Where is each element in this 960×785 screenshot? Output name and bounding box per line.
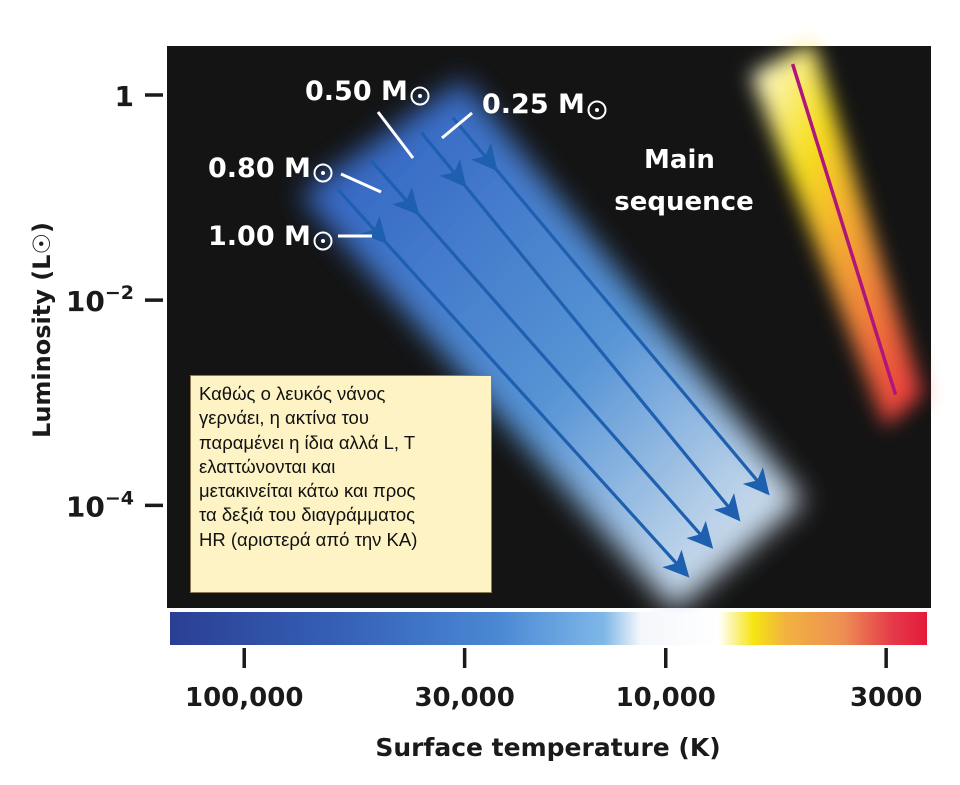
sun-symbol-dot — [418, 94, 422, 98]
y-tick-label: 10−2 — [66, 282, 134, 318]
annotation-line: παραμένει η ίδια αλλά L, T — [199, 431, 416, 453]
sun-symbol-icon — [313, 163, 333, 183]
x-tick-label: 3000 — [850, 683, 922, 713]
cooling-track-mid-arrow — [439, 159, 467, 188]
mass-label-leader — [376, 111, 415, 159]
cooling-tracks: 1.00 M 0.80 M 0.50 M 0.25 M — [208, 76, 770, 578]
temperature-color-bar — [170, 612, 927, 645]
y-tick-label-exponent: −4 — [105, 487, 134, 509]
cooling-track-arrow — [369, 159, 714, 549]
cooling-track-arrow — [420, 131, 741, 522]
mass-label-leader — [340, 172, 382, 194]
annotation-line: Καθώς ο λευκός νάνος — [199, 383, 386, 404]
cooling-track-glow — [299, 79, 804, 611]
main-sequence-line — [790, 63, 898, 396]
cooling-track-mid-arrow — [360, 216, 388, 245]
y-tick-label-exponent: −2 — [105, 282, 134, 304]
y-tick-label-base: 10 — [66, 490, 105, 523]
cooling-track-arrow — [336, 188, 690, 578]
y-tick-label: 10−4 — [66, 487, 134, 523]
y-tick-label-base: 1 — [115, 80, 134, 113]
main-sequence-label: Main sequence — [614, 145, 753, 217]
sun-symbol-icon — [587, 100, 607, 120]
main-sequence — [790, 63, 898, 396]
main-sequence-glow — [750, 42, 923, 427]
mass-label-leader — [441, 111, 473, 140]
cooling-track-4: 0.25 M — [441, 89, 770, 496]
annotation-line: ελαττώνονται και — [199, 455, 336, 477]
y-tick-label: 1 — [115, 80, 134, 113]
annotation-box: Καθώς ο λευκός νάνος γερνάει, η ακτίνα το… — [190, 375, 492, 593]
mass-label: 0.25 M — [482, 89, 585, 120]
mass-label: 1.00 M — [208, 221, 311, 252]
x-tick-label: 100,000 — [185, 683, 303, 713]
sun-symbol-dot — [321, 171, 325, 175]
cooling-track-3: 0.50 M — [305, 76, 741, 522]
sun-symbol-dot — [321, 239, 325, 243]
cooling-track-mid-arrow — [470, 142, 498, 172]
x-tick-label: 30,000 — [414, 683, 514, 713]
cooling-track-mid-arrow — [392, 187, 420, 216]
sun-symbol-dot — [595, 108, 599, 112]
glow-layer — [299, 42, 923, 611]
x-axis-title: Surface temperature (K) — [375, 733, 720, 762]
annotation-line: HR (αριστερά από την ΚΑ) — [199, 528, 418, 550]
cooling-track-arrow — [451, 116, 770, 496]
annotation-line: τα δεξιά του διαγράμματος — [199, 504, 416, 526]
sun-symbol-icon — [313, 231, 333, 251]
cooling-track-2: 0.80 M — [208, 153, 714, 549]
annotation-line: γερνάει, η ακτίνα του — [199, 407, 369, 429]
mass-label: 0.80 M — [208, 153, 311, 184]
x-tick-label: 10,000 — [616, 683, 716, 713]
y-axis-title: Luminosity (L☉) — [28, 222, 56, 438]
sun-symbol-icon — [410, 86, 430, 106]
mass-label: 0.50 M — [305, 76, 408, 107]
annotation-line: μετακινείται κάτω και προς — [199, 480, 416, 502]
y-tick-label-base: 10 — [66, 285, 105, 318]
cooling-track-1: 1.00 M — [208, 188, 690, 578]
